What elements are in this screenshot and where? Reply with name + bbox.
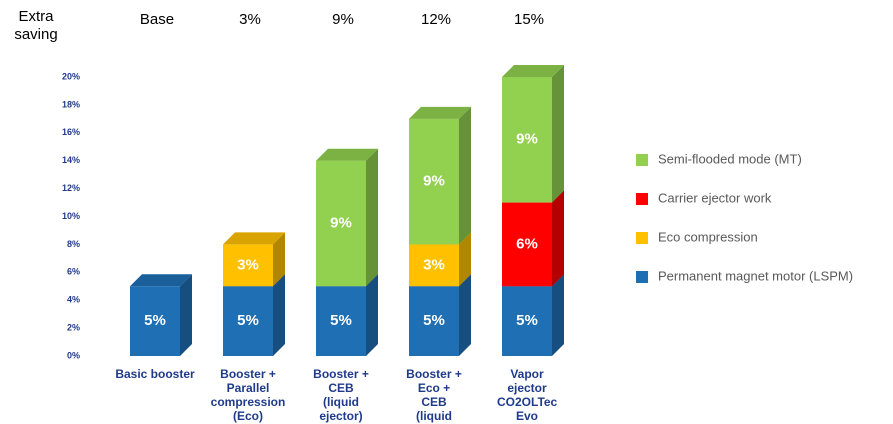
legend-label: Permanent magnet motor (LSPM) (658, 268, 853, 283)
y-tick-label: 18% (62, 99, 80, 109)
x-tick-label: Basic booster (115, 367, 195, 381)
bar-segment (130, 286, 180, 356)
value-label: 6% (516, 235, 538, 252)
top-label: 9% (332, 11, 354, 28)
bar-segment (316, 160, 366, 287)
value-label: 3% (423, 256, 445, 273)
x-tick-label: Booster + CEB (liquid ejector) (313, 367, 369, 423)
y-tick-label: 10% (62, 211, 80, 221)
y-tick-label: 14% (62, 155, 80, 165)
bar-side (366, 148, 378, 287)
bar-side (459, 106, 471, 245)
y-tick-label: 0% (67, 350, 80, 360)
x-tick-label: Booster + Parallel compression (Eco) (210, 367, 286, 423)
legend-label: Eco compression (658, 229, 758, 244)
y-tick-label: 16% (62, 127, 80, 137)
bar-side (552, 274, 564, 356)
y-tick-label: 4% (67, 295, 80, 305)
y-tick-label: 8% (67, 239, 80, 249)
top-label: Base (140, 11, 174, 28)
bar-side (180, 274, 192, 356)
bar-side (459, 274, 471, 356)
bar-side (273, 232, 285, 287)
bar-segment (502, 202, 552, 287)
legend-swatch (636, 193, 648, 205)
y-tick-label: 6% (67, 267, 80, 277)
value-label: 9% (330, 214, 352, 231)
bar-segment (223, 286, 273, 356)
legend-label: Semi-flooded mode (MT) (658, 151, 802, 166)
bar-side (459, 232, 471, 287)
bar-top (502, 65, 564, 77)
x-tick-label: Vapor ejector CO2OLTec Evo (497, 367, 558, 423)
bar-segment (223, 244, 273, 287)
legend-label: Carrier ejector work (658, 190, 772, 205)
value-label: 5% (423, 312, 445, 329)
value-label: 5% (144, 312, 166, 329)
y-tick-label: 12% (62, 183, 80, 193)
value-label: 9% (423, 173, 445, 190)
value-label: 3% (237, 256, 259, 273)
y-tick-label: 20% (62, 71, 80, 81)
bar-side (366, 274, 378, 356)
bar-segment (502, 77, 552, 203)
legend-swatch (636, 232, 648, 244)
legend-swatch (636, 271, 648, 283)
bar-side (552, 65, 564, 203)
bar-top (316, 148, 378, 161)
bar-side (552, 190, 564, 287)
header-label: Extra saving (14, 8, 57, 43)
bar-segment (409, 244, 459, 287)
bar-segment (409, 118, 459, 245)
value-label: 5% (516, 312, 538, 329)
top-label: 12% (421, 11, 451, 28)
bar-segment (502, 286, 552, 356)
value-label: 5% (330, 312, 352, 329)
value-label: 9% (516, 131, 538, 148)
bar-segment (409, 286, 459, 356)
bar-top (130, 274, 192, 287)
y-tick-label: 2% (67, 322, 80, 332)
bar-side (273, 274, 285, 356)
x-tick-label: Booster + Eco + CEB (liquid ejector) (406, 367, 462, 424)
top-label: 15% (514, 11, 544, 28)
bar-top (223, 232, 285, 245)
bar-top (409, 106, 471, 119)
value-label: 5% (237, 312, 259, 329)
legend-swatch (636, 154, 648, 166)
bar-segment (316, 286, 366, 356)
top-label: 3% (239, 11, 261, 28)
